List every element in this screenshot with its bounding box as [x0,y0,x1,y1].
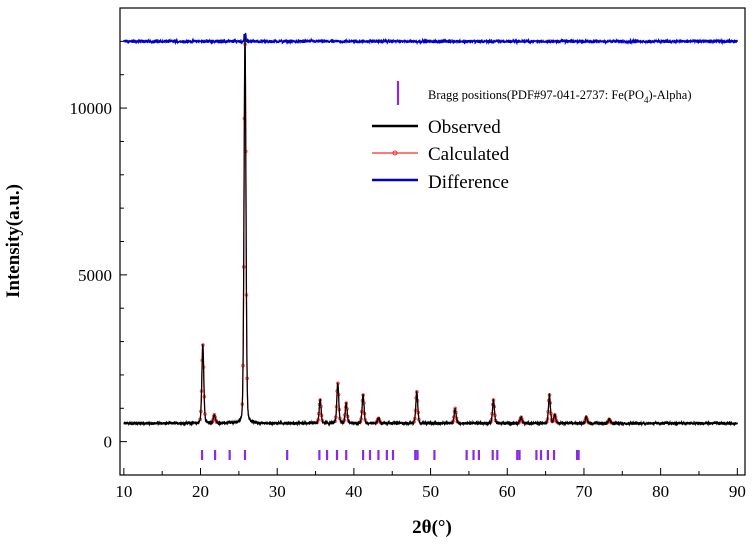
y-tick-label: 5000 [78,266,112,285]
x-tick-label: 20 [192,482,209,501]
legend-difference-label: Difference [428,172,509,193]
bragg-position-markers [200,449,580,460]
legend-calculated-label: Calculated [428,144,510,165]
y-axis-ticks: 0 5000 10000 [70,40,127,452]
x-tick-label: 10 [115,482,132,501]
legend: Bragg positions(PDF#97-041-2737: Fe(PO4)… [372,81,692,193]
x-tick-label: 80 [652,482,669,501]
y-axis-label: Intensity(a.u.) [3,184,24,298]
x-tick-label: 60 [499,482,516,501]
observed-series-line [123,35,738,427]
legend-bragg-label: Bragg positions(PDF#97-041-2737: Fe(PO4)… [428,88,692,105]
legend-observed-label: Observed [428,117,501,138]
x-axis-ticks: 10 20 30 40 50 60 70 80 90 [115,468,746,501]
x-tick-label: 70 [575,482,592,501]
x-tick-label: 50 [422,482,439,501]
plot-frame [119,7,746,476]
x-axis-label: 2θ(°) [412,517,452,538]
x-tick-label: 90 [729,482,746,501]
x-tick-label: 40 [345,482,362,501]
legend-calculated-marker [392,150,398,156]
y-tick-label: 0 [104,433,113,452]
y-tick-label: 10000 [70,99,113,118]
x-tick-label: 30 [269,482,286,501]
difference-series-line [123,32,738,46]
